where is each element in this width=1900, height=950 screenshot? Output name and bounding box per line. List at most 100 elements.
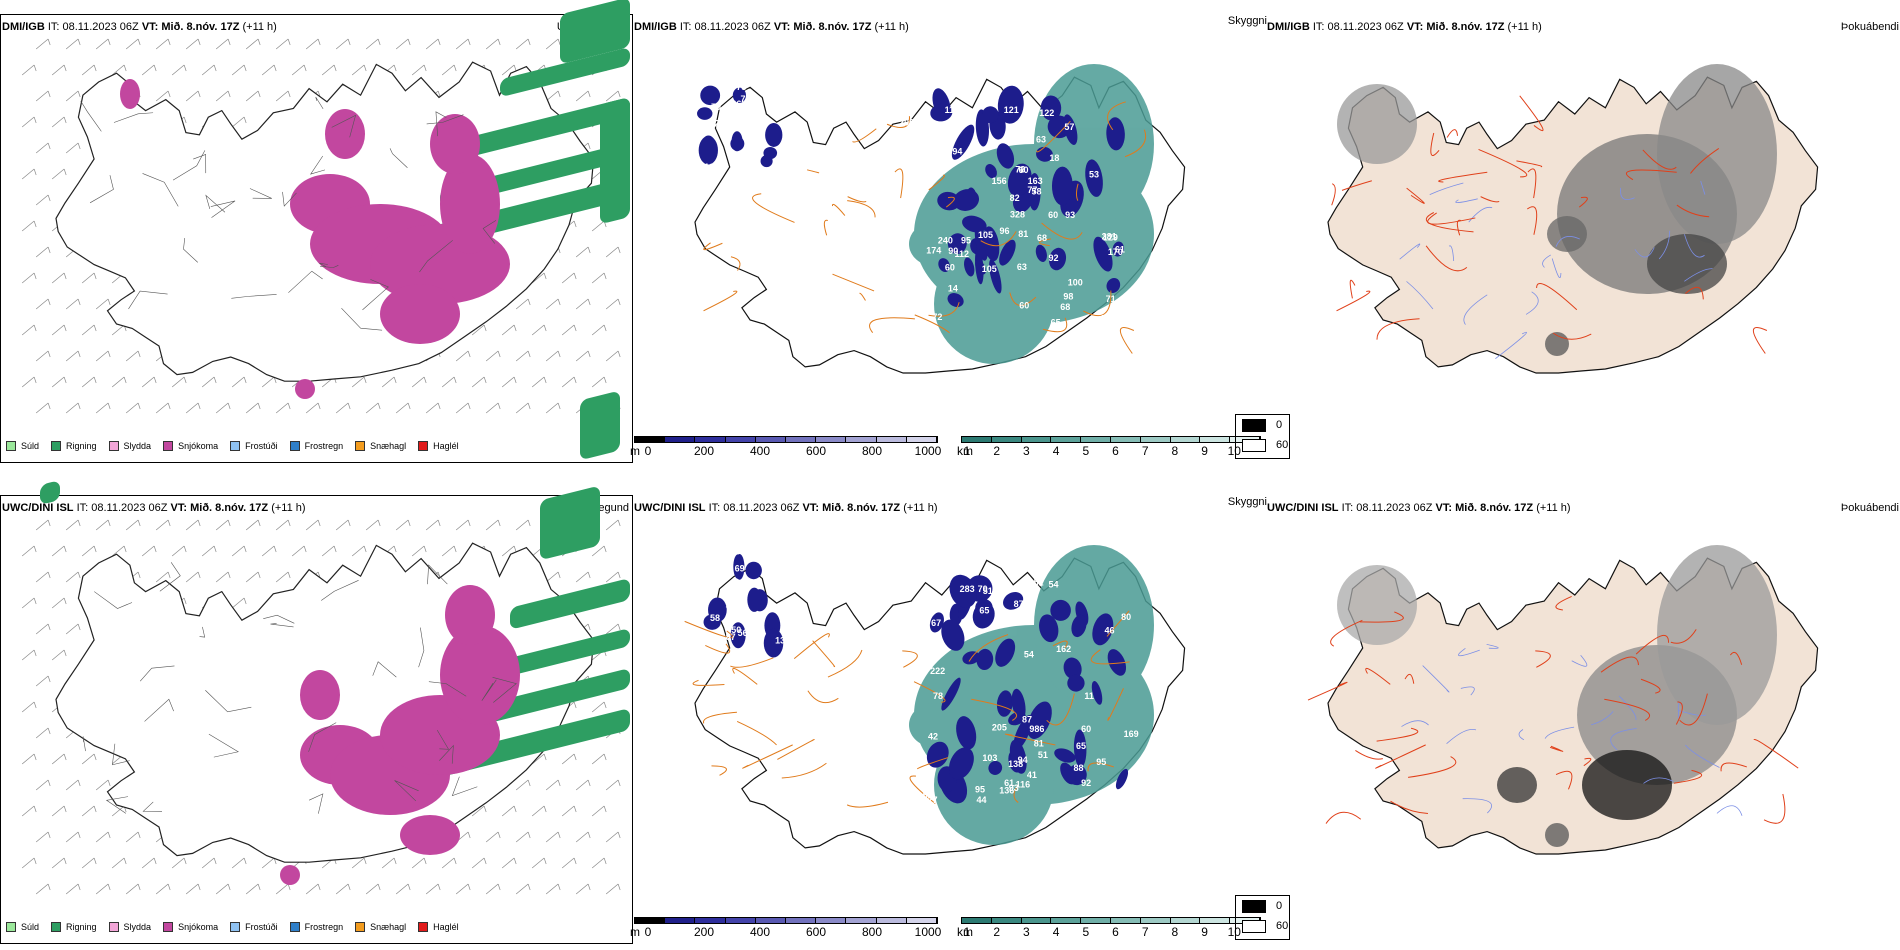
- visibility-value-label: 121: [1004, 105, 1019, 115]
- wind-barb: [21, 597, 35, 609]
- wind-barb: [455, 883, 469, 895]
- river: [1458, 647, 1480, 657]
- wind-barb-flag: [33, 545, 37, 553]
- road: [894, 168, 904, 199]
- legend-item: Frostúði: [230, 922, 278, 932]
- wind-barb-flag: [63, 324, 67, 332]
- wind-barb-flag: [63, 649, 67, 657]
- wind-barb: [245, 402, 259, 414]
- river: [1685, 744, 1720, 768]
- terrain-cell: [731, 131, 743, 152]
- wind-barb-flag: [467, 350, 471, 358]
- colorbar-tick-label: 4: [1052, 444, 1060, 458]
- visibility-value-label: 205: [992, 722, 1007, 732]
- wind-barb-flag: [513, 64, 517, 72]
- wind-barb: [21, 701, 35, 713]
- road: [971, 698, 1018, 721]
- terrain-cell: [949, 574, 977, 608]
- terrain-line: [428, 681, 467, 697]
- terrain-line: [249, 188, 272, 199]
- wind-barb-flag: [527, 402, 531, 410]
- snow-blob: [430, 114, 480, 174]
- terrain-cell: [1091, 681, 1103, 705]
- legend-item: Frostregn: [289, 441, 343, 451]
- wind-barb-flag: [543, 272, 547, 280]
- colorbar-tick-label: 10: [1227, 925, 1241, 939]
- terrain-cell: [1071, 614, 1087, 638]
- visibility-value-label: 18: [725, 599, 735, 609]
- model-name: DMI/IGB: [634, 21, 677, 33]
- wind-barb-flag: [573, 376, 577, 384]
- wind-barb: [575, 298, 589, 310]
- wind-barb-flag: [603, 324, 607, 332]
- lead-time: (+11 h): [1507, 21, 1542, 33]
- wind-barb: [95, 402, 109, 414]
- terrain-cell: [995, 638, 1016, 667]
- colorbar-step: [755, 918, 787, 923]
- legend-swatch: [51, 922, 62, 932]
- terrain-line: [142, 173, 179, 207]
- river: [1542, 254, 1551, 268]
- road: [1042, 317, 1068, 333]
- wind-barb-flag: [33, 116, 37, 124]
- colorbar-step: [876, 918, 907, 923]
- init-time: IT: 08.11.2023 06Z: [679, 21, 771, 33]
- road: [1438, 171, 1488, 183]
- colorbar-step: [786, 437, 817, 442]
- wind-barb: [411, 545, 425, 557]
- road-network: [684, 610, 1130, 808]
- fog-area: [1657, 545, 1777, 725]
- colorbar-tick-label: 800: [861, 925, 883, 939]
- road: [1604, 698, 1651, 721]
- wind-barb: [231, 597, 245, 609]
- legend-item: Slydda: [108, 441, 151, 451]
- terrain-cell: [974, 224, 988, 261]
- colorbar-unit: km: [957, 925, 973, 939]
- wind-barb-flag: [47, 246, 51, 254]
- wind-barb: [35, 675, 49, 687]
- wind-barb: [51, 376, 65, 388]
- wind-barb-flag: [93, 545, 97, 553]
- wind-barb-flag: [617, 246, 621, 254]
- wind-barb: [51, 324, 65, 336]
- legend-item: Frostregn: [289, 922, 343, 932]
- wind-barb-flag: [617, 779, 621, 787]
- wind-barb: [321, 64, 335, 76]
- visibility-value-label: 95: [961, 236, 971, 246]
- wind-barb: [515, 831, 529, 843]
- colorbar-step: [1081, 437, 1111, 442]
- terrain-cell: [698, 136, 718, 165]
- terrain-cell: [1028, 172, 1041, 211]
- terrain-line: [394, 780, 419, 802]
- road: [1005, 733, 1056, 746]
- wind-barb-flag: [213, 857, 217, 865]
- wind-barb: [95, 883, 109, 895]
- wind-barb: [441, 376, 455, 388]
- wind-barb: [515, 298, 529, 310]
- wind-barb: [261, 64, 275, 76]
- wind-barb-flag: [47, 623, 51, 631]
- wind-barb: [201, 545, 215, 557]
- wind-barb: [81, 376, 95, 388]
- wind-barb-flag: [467, 402, 471, 410]
- wind-barb: [141, 857, 155, 869]
- high-terrain-areas: [703, 553, 1129, 804]
- wind-barb-flag: [77, 519, 81, 527]
- wind-barb: [35, 623, 49, 635]
- terrain-line: [309, 155, 326, 175]
- wind-barb: [561, 857, 575, 869]
- wind-barb: [95, 519, 109, 531]
- wind-barb: [201, 857, 215, 869]
- terrain-cell: [983, 226, 1000, 262]
- wind-barb-flag: [513, 376, 517, 384]
- wind-barb-flag: [243, 857, 247, 865]
- fog-area: [1337, 84, 1417, 164]
- valid-label: VT:: [802, 502, 820, 514]
- terrain-line: [308, 722, 337, 752]
- visibility-value-label: 63: [1036, 135, 1046, 145]
- wind-barb: [125, 350, 139, 362]
- wind-barb: [215, 519, 229, 531]
- fog-index-areas: [1337, 64, 1777, 356]
- legend-item: Rigning: [51, 441, 97, 451]
- visibility-value-label: 90: [948, 246, 958, 256]
